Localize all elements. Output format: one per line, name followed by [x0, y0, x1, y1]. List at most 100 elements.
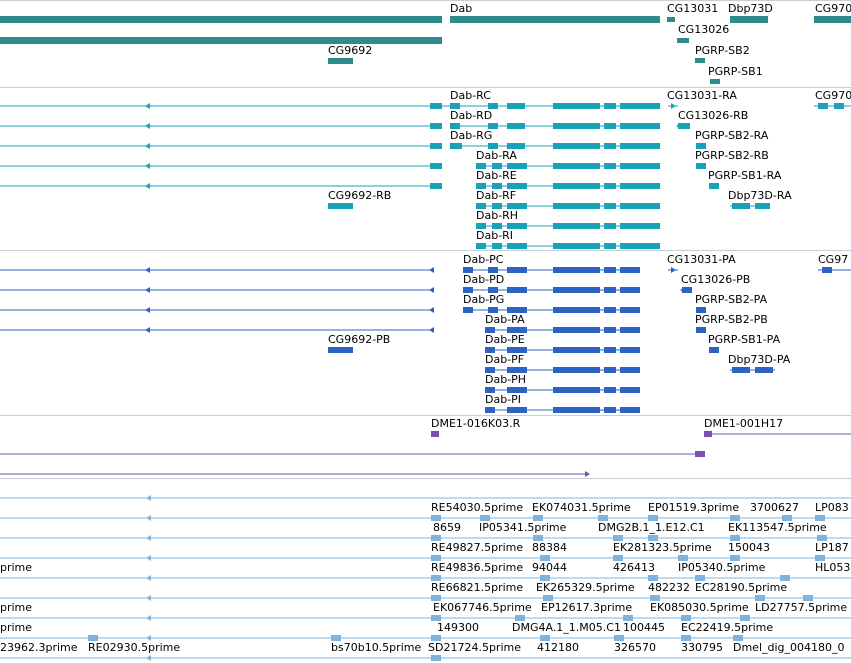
est-block[interactable]	[730, 515, 740, 521]
transcript-label[interactable]: CG9692-PB	[328, 333, 391, 346]
est-block[interactable]	[543, 595, 553, 601]
est-label[interactable]: EP01519.3prime	[648, 501, 740, 514]
exon[interactable]	[620, 243, 660, 249]
est-label[interactable]: LP083	[815, 501, 849, 514]
exon[interactable]	[604, 347, 616, 353]
gene-label[interactable]: PGRP-SB2	[695, 44, 750, 57]
transcript-label[interactable]: Dab-PD	[463, 273, 505, 286]
transcript-label[interactable]: Dab-PC	[463, 253, 504, 266]
exon[interactable]	[507, 223, 527, 229]
est-label[interactable]: EP12617.3prime	[541, 601, 633, 614]
exon[interactable]	[476, 183, 486, 189]
est-block[interactable]	[650, 595, 660, 601]
exon[interactable]	[553, 163, 600, 169]
est-label[interactable]: EK281323.5prime	[613, 541, 712, 554]
exon[interactable]	[822, 267, 832, 273]
est-label[interactable]: 149300	[437, 621, 479, 634]
est-label[interactable]: LD27757.5prime	[755, 601, 848, 614]
exon[interactable]	[553, 407, 600, 413]
est-block[interactable]	[88, 635, 98, 641]
gene-bar[interactable]	[0, 16, 442, 23]
transcript-label[interactable]: Dab-RE	[476, 169, 517, 182]
est-label[interactable]: 482232	[648, 581, 690, 594]
transcript-label[interactable]: CG970	[815, 89, 851, 102]
est-label[interactable]: 23962.3prime	[0, 641, 78, 654]
est-label[interactable]: RE49836.5prime	[431, 561, 524, 574]
est-block[interactable]	[780, 575, 790, 581]
est-label[interactable]: RE54030.5prime	[431, 501, 524, 514]
gene-label[interactable]: CG13031	[667, 2, 719, 15]
est-block[interactable]	[540, 635, 550, 641]
transcript-label[interactable]: Dab-RA	[476, 149, 517, 162]
exon[interactable]	[620, 287, 640, 293]
gene-bar[interactable]	[328, 58, 353, 64]
exon[interactable]	[604, 183, 616, 189]
est-block[interactable]	[817, 535, 827, 541]
exon[interactable]	[696, 163, 706, 169]
est-block[interactable]	[431, 635, 441, 641]
transcript-label[interactable]: CG13026-PB	[681, 273, 751, 286]
exon[interactable]	[604, 407, 616, 413]
exon[interactable]	[507, 367, 527, 373]
transcript-label[interactable]: Dab-RC	[450, 89, 491, 102]
exon[interactable]	[430, 123, 442, 129]
est-block[interactable]	[648, 575, 658, 581]
transcript-label[interactable]: Dab-RF	[476, 189, 517, 202]
exon[interactable]	[682, 287, 692, 293]
exon[interactable]	[553, 203, 600, 209]
transcript-label[interactable]: Dab-PA	[485, 313, 525, 326]
est-block[interactable]	[613, 535, 623, 541]
exon[interactable]	[485, 327, 495, 333]
transcript-label[interactable]: PGRP-SB2-RA	[695, 129, 769, 142]
est-label[interactable]: 150043	[728, 541, 770, 554]
transcript-label[interactable]: PGRP-SB2-PA	[695, 293, 768, 306]
exon[interactable]	[620, 367, 640, 373]
transcript-label[interactable]: PGRP-SB2-RB	[695, 149, 769, 162]
cdna-label[interactable]: DME1-001H17	[704, 417, 784, 430]
exon[interactable]	[620, 327, 640, 333]
exon[interactable]	[485, 387, 495, 393]
exon[interactable]	[476, 163, 486, 169]
transcript-label[interactable]: Dab-PG	[463, 293, 505, 306]
est-block[interactable]	[681, 615, 691, 621]
gene-bar[interactable]	[710, 79, 720, 84]
transcript-label[interactable]: CG13031-RA	[667, 89, 737, 102]
gene-label[interactable]: Dab	[450, 2, 473, 15]
est-label[interactable]: EK085030.5prime	[650, 601, 749, 614]
exon[interactable]	[709, 347, 719, 353]
est-label[interactable]: 426413	[613, 561, 655, 574]
est-label[interactable]: EK067746.5prime	[433, 601, 532, 614]
exon[interactable]	[620, 307, 640, 313]
exon[interactable]	[834, 103, 844, 109]
exon[interactable]	[696, 143, 706, 149]
exon[interactable]	[553, 347, 600, 353]
transcript-label[interactable]: PGRP-SB1-RA	[708, 169, 782, 182]
est-label[interactable]: 94044	[532, 561, 567, 574]
exon[interactable]	[620, 223, 660, 229]
exon[interactable]	[328, 203, 353, 209]
est-block[interactable]	[614, 635, 624, 641]
transcript-label[interactable]: PGRP-SB1-PA	[708, 333, 781, 346]
transcript-label[interactable]: Dab-RG	[450, 129, 493, 142]
transcript-label[interactable]: Dbp73D-RA	[728, 189, 792, 202]
est-label[interactable]: RE66821.5prime	[431, 581, 524, 594]
exon[interactable]	[732, 367, 750, 373]
est-block[interactable]	[540, 555, 550, 561]
exon[interactable]	[604, 163, 616, 169]
exon[interactable]	[492, 243, 502, 249]
exon[interactable]	[507, 327, 527, 333]
est-block[interactable]	[730, 555, 740, 561]
transcript-label[interactable]: CG13031-PA	[667, 253, 736, 266]
exon[interactable]	[620, 203, 660, 209]
exon[interactable]	[507, 267, 527, 273]
gene-bar[interactable]	[730, 16, 768, 23]
exon[interactable]	[463, 267, 473, 273]
exon[interactable]	[553, 327, 600, 333]
gene-label[interactable]: PGRP-SB1	[708, 65, 763, 78]
exon[interactable]	[553, 223, 600, 229]
est-block[interactable]	[331, 635, 341, 641]
exon[interactable]	[476, 243, 486, 249]
exon[interactable]	[620, 267, 640, 273]
exon[interactable]	[507, 163, 527, 169]
exon[interactable]	[463, 287, 473, 293]
